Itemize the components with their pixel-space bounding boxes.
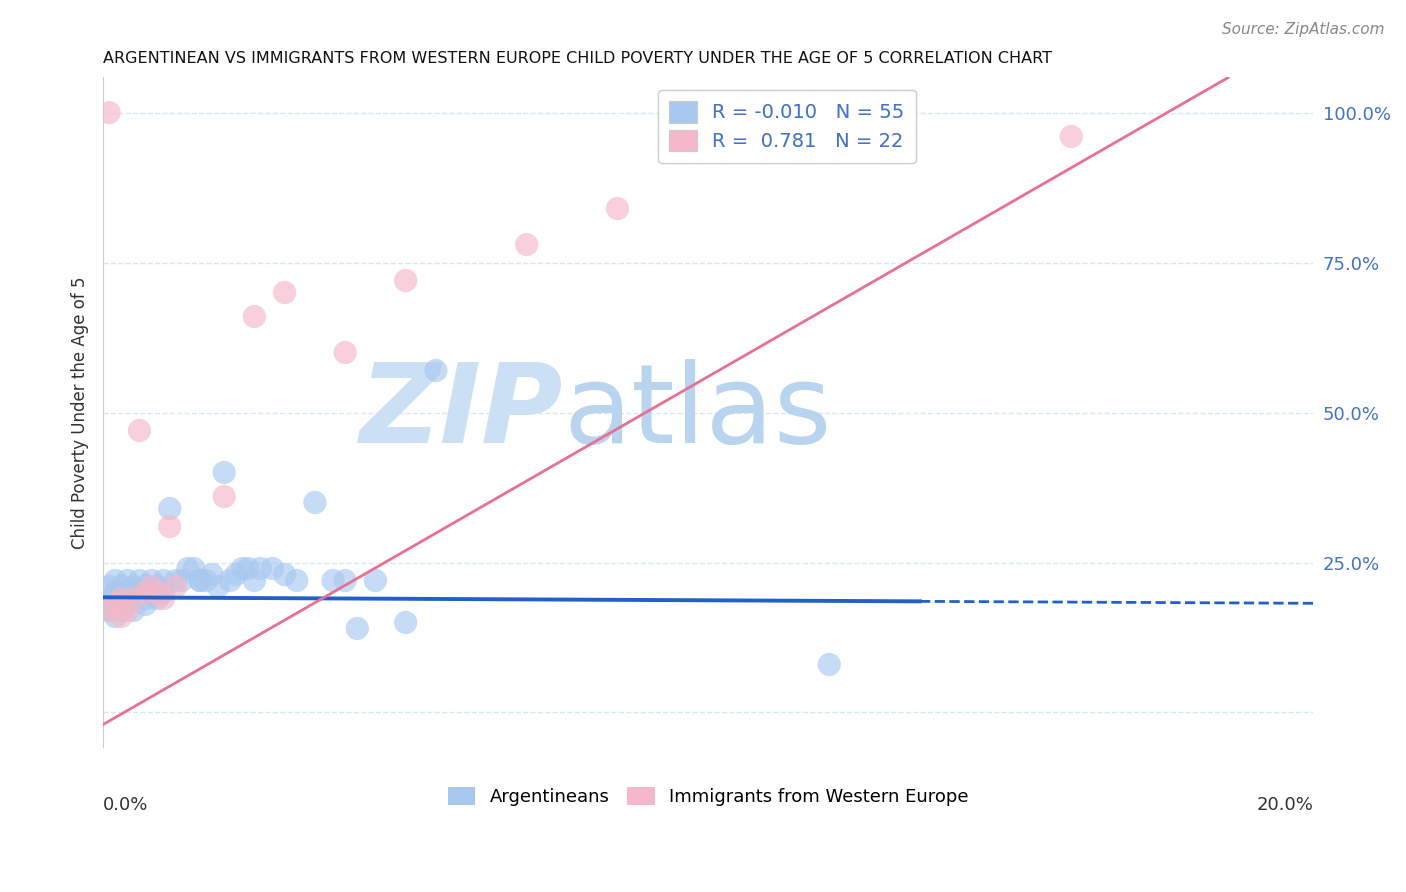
Point bbox=[364, 574, 387, 588]
Point bbox=[333, 345, 356, 359]
Point bbox=[249, 561, 271, 575]
Point bbox=[104, 585, 127, 599]
Point bbox=[425, 363, 447, 377]
Text: 0.0%: 0.0% bbox=[103, 796, 149, 814]
Point bbox=[98, 603, 121, 617]
Point bbox=[98, 580, 121, 594]
Point bbox=[128, 585, 150, 599]
Point bbox=[134, 580, 156, 594]
Point bbox=[146, 585, 169, 599]
Point bbox=[110, 591, 132, 606]
Point bbox=[188, 574, 211, 588]
Point bbox=[122, 603, 145, 617]
Point bbox=[98, 591, 121, 606]
Point bbox=[225, 567, 247, 582]
Text: ARGENTINEAN VS IMMIGRANTS FROM WESTERN EUROPE CHILD POVERTY UNDER THE AGE OF 5 C: ARGENTINEAN VS IMMIGRANTS FROM WESTERN E… bbox=[103, 51, 1052, 66]
Text: ZIP: ZIP bbox=[360, 359, 562, 466]
Point bbox=[146, 580, 169, 594]
Point bbox=[177, 561, 200, 575]
Point bbox=[395, 274, 418, 288]
Point bbox=[104, 574, 127, 588]
Point bbox=[134, 591, 156, 606]
Point bbox=[152, 585, 174, 599]
Point bbox=[152, 574, 174, 588]
Point bbox=[231, 561, 253, 575]
Point bbox=[262, 561, 284, 575]
Point bbox=[516, 237, 538, 252]
Point bbox=[122, 591, 145, 606]
Point bbox=[117, 585, 139, 599]
Point bbox=[122, 591, 145, 606]
Point bbox=[243, 310, 266, 324]
Point bbox=[110, 580, 132, 594]
Point bbox=[141, 574, 163, 588]
Point bbox=[212, 490, 235, 504]
Point bbox=[238, 561, 260, 575]
Point bbox=[104, 598, 127, 612]
Point bbox=[122, 580, 145, 594]
Point bbox=[128, 574, 150, 588]
Text: 20.0%: 20.0% bbox=[1257, 796, 1313, 814]
Point bbox=[134, 598, 156, 612]
Point bbox=[212, 466, 235, 480]
Point bbox=[207, 580, 229, 594]
Point bbox=[141, 585, 163, 599]
Point bbox=[134, 585, 156, 599]
Point bbox=[152, 591, 174, 606]
Point bbox=[201, 567, 224, 582]
Point bbox=[606, 202, 628, 216]
Legend: R = -0.010   N = 55, R =  0.781   N = 22: R = -0.010 N = 55, R = 0.781 N = 22 bbox=[658, 90, 917, 163]
Point bbox=[273, 567, 295, 582]
Point bbox=[110, 603, 132, 617]
Point bbox=[165, 580, 187, 594]
Point bbox=[243, 574, 266, 588]
Point bbox=[141, 580, 163, 594]
Point bbox=[346, 622, 368, 636]
Point bbox=[128, 424, 150, 438]
Y-axis label: Child Poverty Under the Age of 5: Child Poverty Under the Age of 5 bbox=[72, 277, 89, 549]
Point bbox=[117, 574, 139, 588]
Point bbox=[159, 501, 181, 516]
Point bbox=[322, 574, 344, 588]
Point bbox=[195, 574, 218, 588]
Point bbox=[219, 574, 242, 588]
Point bbox=[98, 603, 121, 617]
Point bbox=[285, 574, 308, 588]
Point bbox=[117, 598, 139, 612]
Point bbox=[273, 285, 295, 300]
Point bbox=[395, 615, 418, 630]
Point bbox=[304, 495, 326, 509]
Point bbox=[818, 657, 841, 672]
Point bbox=[110, 609, 132, 624]
Point bbox=[165, 574, 187, 588]
Point bbox=[188, 574, 211, 588]
Text: atlas: atlas bbox=[562, 359, 831, 466]
Point bbox=[98, 105, 121, 120]
Point bbox=[110, 591, 132, 606]
Point bbox=[104, 598, 127, 612]
Point bbox=[117, 603, 139, 617]
Text: Source: ZipAtlas.com: Source: ZipAtlas.com bbox=[1222, 22, 1385, 37]
Point bbox=[1060, 129, 1083, 144]
Point bbox=[159, 519, 181, 533]
Point bbox=[333, 574, 356, 588]
Point bbox=[170, 574, 193, 588]
Point bbox=[183, 561, 205, 575]
Point bbox=[104, 609, 127, 624]
Point bbox=[146, 591, 169, 606]
